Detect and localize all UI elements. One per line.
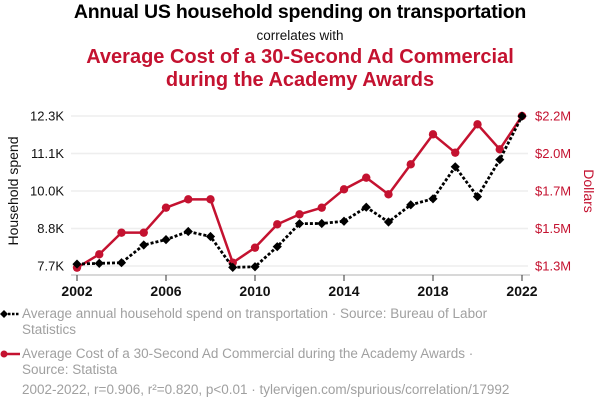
data-point-ad-cost: [473, 120, 482, 129]
data-point-ad-cost: [273, 220, 282, 229]
data-point-ad-cost: [161, 203, 171, 212]
data-point-household-spend: [205, 231, 216, 242]
circle-line-icon: [0, 350, 20, 358]
legend-label-ad-cost: Average Cost of a 30-Second Ad Commercia…: [22, 346, 474, 377]
x-tick-label: 2018: [417, 283, 448, 299]
data-point-household-spend: [94, 258, 104, 268]
axes: 7.7K 8.8K 10.0K 11.1K 12.3K $1.3M $1.5M $1.7M $2…: [5, 109, 597, 300]
data-point-household-spend: [116, 258, 127, 268]
data-point-household-spend: [517, 111, 527, 121]
right-tick-label: $1.7M: [535, 184, 571, 199]
data-point-ad-cost: [451, 148, 460, 157]
x-tick-label: 2010: [239, 283, 270, 299]
data-point-ad-cost: [206, 195, 215, 204]
left-axis-title: Household spend: [5, 137, 21, 246]
data-point-household-spend: [228, 262, 238, 272]
data-point-ad-cost: [428, 130, 438, 139]
chart-subtitle: correlates with: [256, 28, 344, 43]
x-tick-label: 2022: [506, 283, 537, 299]
data-point-ad-cost: [95, 250, 104, 259]
data-point-household-spend: [250, 262, 260, 272]
right-tick-label: $1.5M: [535, 221, 571, 236]
data-point-household-spend: [161, 235, 171, 245]
data-point-household-spend: [428, 194, 438, 204]
data-point-household-spend: [472, 192, 483, 202]
data-point-household-spend: [450, 162, 460, 172]
second-title-line-2: during the Academy Awards: [165, 69, 435, 91]
dotted-diamond-line-icon: [0, 310, 20, 318]
left-tick-label: 8.8K: [37, 221, 64, 236]
data-point-household-spend: [406, 200, 416, 210]
data-point-household-spend: [339, 216, 349, 226]
right-tick-label: $2.0M: [535, 146, 571, 161]
right-tick-label: $2.2M: [535, 109, 571, 124]
chart-title: Annual US household spending on transpor…: [73, 1, 527, 23]
data-point-ad-cost: [184, 195, 193, 204]
data-point-ad-cost: [295, 210, 304, 219]
data-point-ad-cost: [250, 243, 260, 252]
data-point-household-spend: [72, 259, 82, 269]
x-tick-label: 2006: [150, 283, 181, 299]
series-line-household-spend: [76, 115, 524, 269]
chart-second-title: Average Cost of a 30-Second Ad Commercia…: [0, 46, 600, 92]
left-tick-label: 11.1K: [31, 146, 64, 161]
data-point-household-spend: [272, 242, 282, 252]
right-axis-title: Dollars: [581, 169, 597, 213]
stats-footer: 2002-2022, r=0.906, r²=0.820, p<0.01 · t…: [22, 382, 510, 397]
data-point-ad-cost: [495, 145, 504, 154]
data-point-household-spend: [317, 218, 327, 229]
left-tick-label: 7.7K: [37, 259, 64, 274]
data-point-ad-cost: [362, 173, 371, 182]
x-tick-label: 2014: [328, 283, 359, 299]
data-point-household-spend: [294, 219, 305, 229]
left-tick-label: 12.3K: [30, 109, 64, 124]
series-layer: [72, 111, 527, 272]
data-point-household-spend: [495, 155, 505, 165]
gridlines: [71, 115, 528, 267]
data-point-household-spend: [383, 217, 394, 227]
data-point-ad-cost: [317, 203, 326, 212]
left-tick-label: 10.0K: [30, 184, 64, 199]
legend-label-household-spend: Average annual household spend on transp…: [22, 306, 488, 337]
data-point-household-spend: [361, 202, 371, 212]
x-tick-label: 2002: [61, 283, 92, 299]
data-point-ad-cost: [406, 160, 415, 169]
data-point-ad-cost: [384, 190, 393, 199]
second-title-line-1: Average Cost of a 30-Second Ad Commercia…: [86, 46, 514, 68]
data-point-ad-cost: [339, 185, 349, 194]
data-point-ad-cost: [117, 228, 126, 237]
data-point-household-spend: [183, 226, 193, 237]
right-tick-label: $1.3M: [535, 259, 571, 274]
data-point-household-spend: [139, 240, 149, 250]
data-point-ad-cost: [139, 228, 148, 237]
